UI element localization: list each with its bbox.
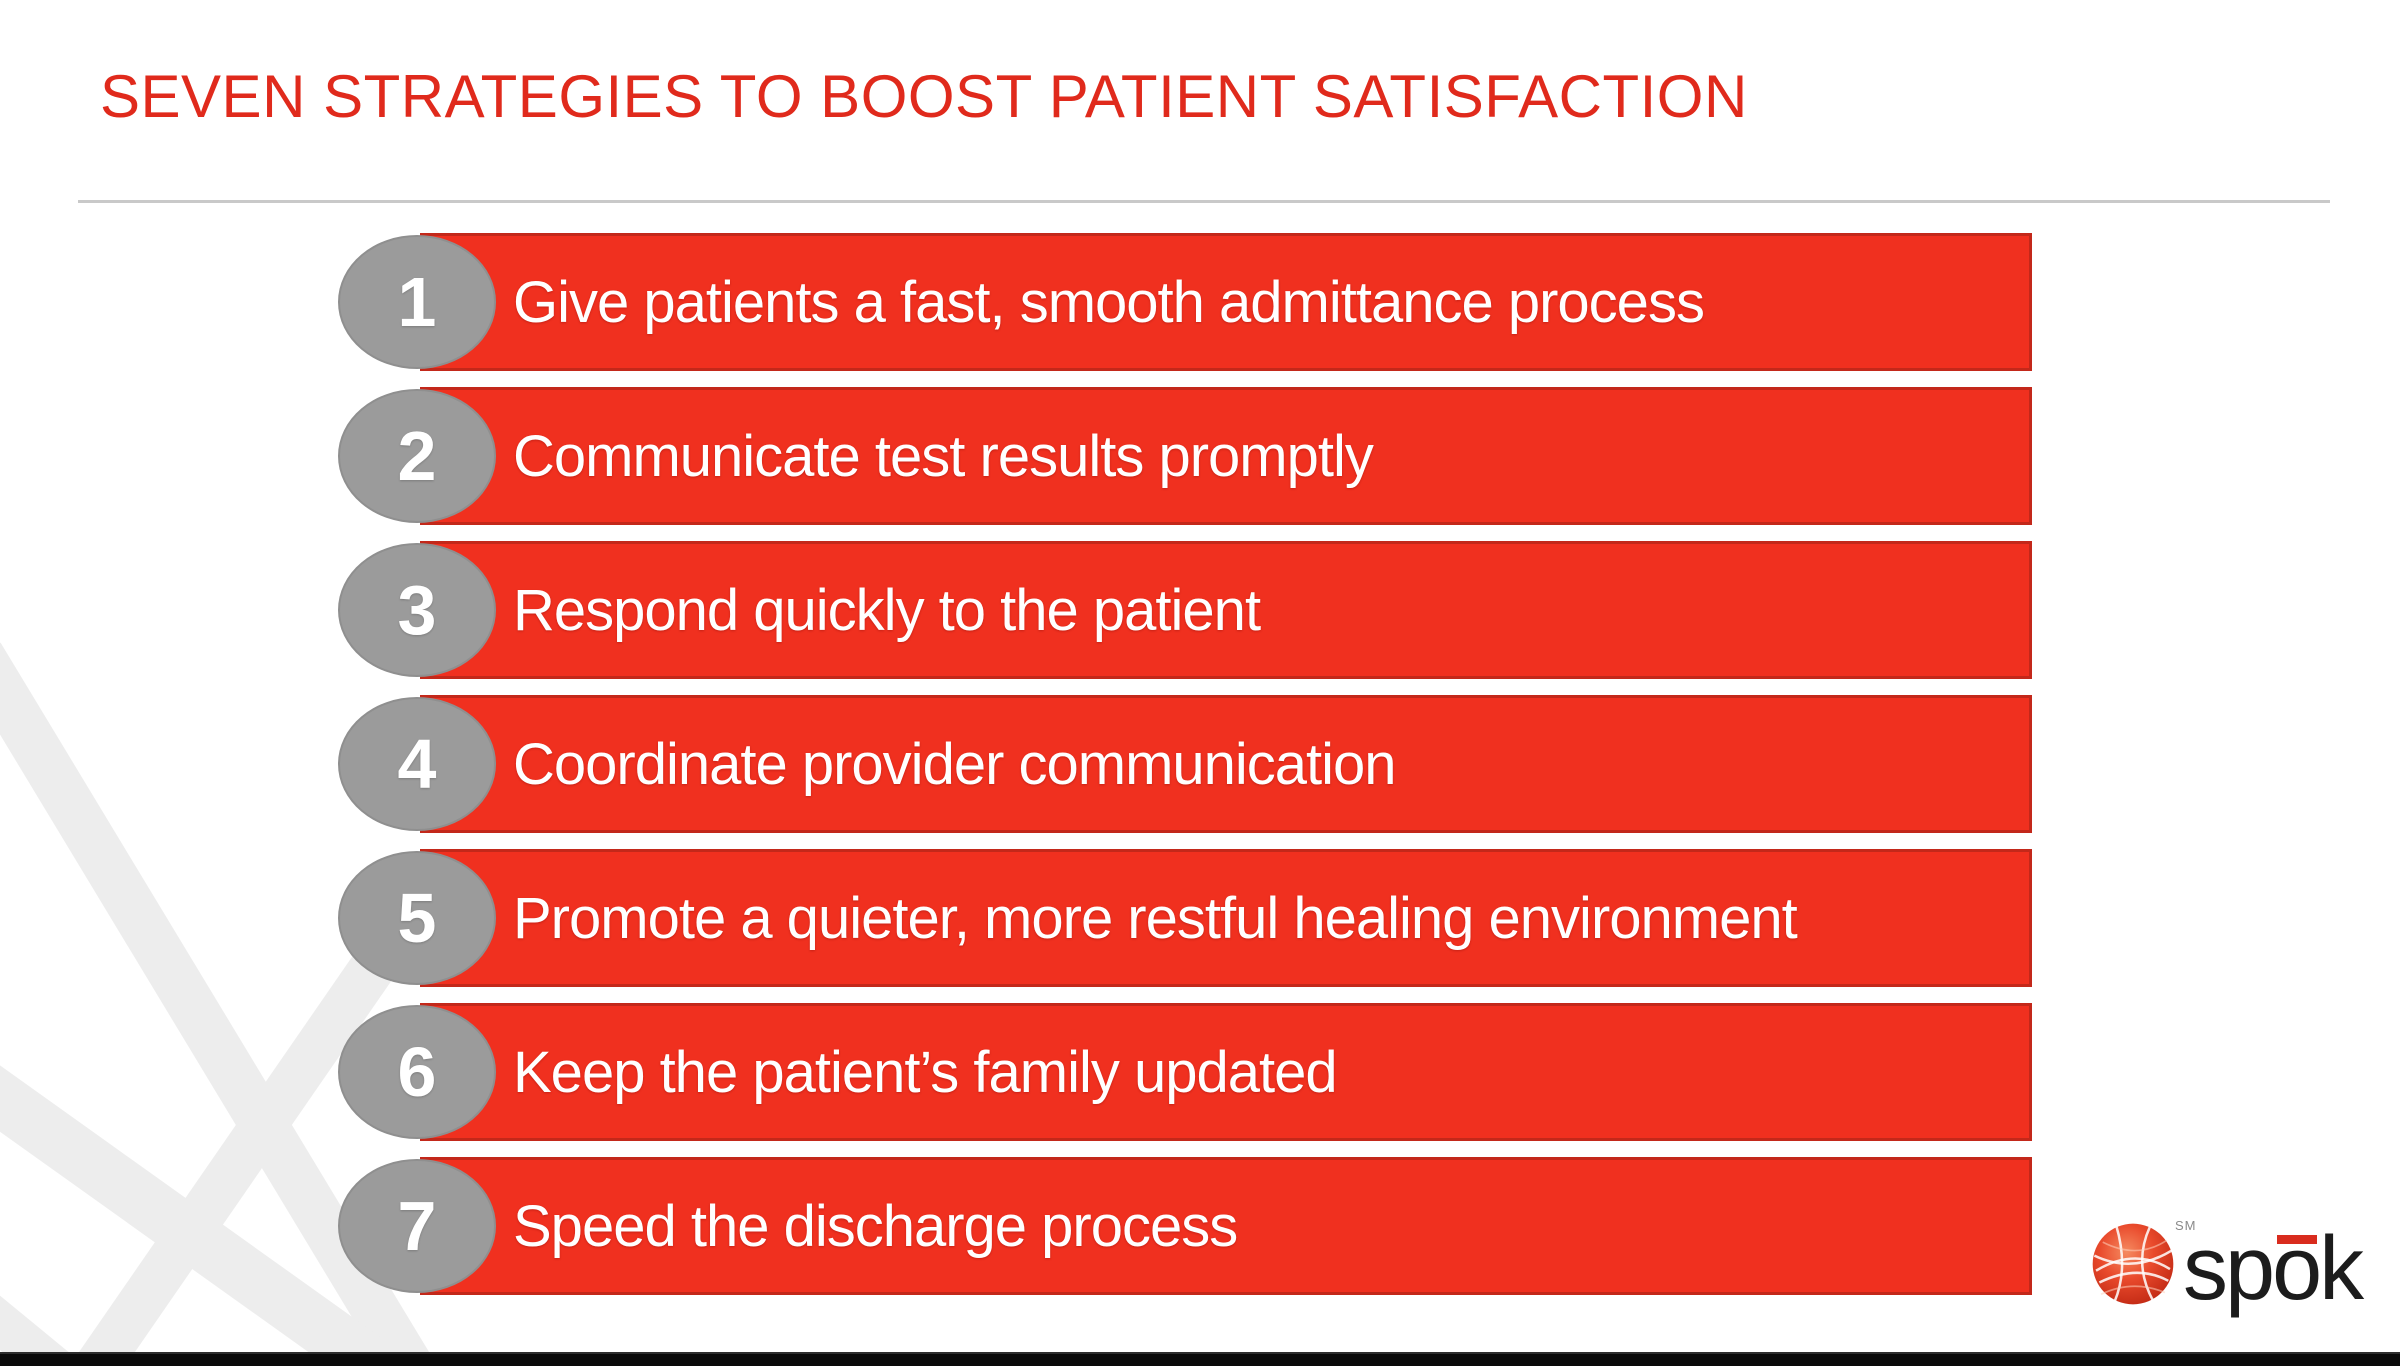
strategy-number-badge: 3 xyxy=(338,543,496,677)
strategy-bar: Promote a quieter, more restful healing … xyxy=(420,849,2032,987)
spok-wordmark-o-wrap: o xyxy=(2272,1224,2322,1314)
strategy-bar: Respond quickly to the patient xyxy=(420,541,2032,679)
strategy-row: 6 Keep the patient’s family updated xyxy=(0,1003,2400,1141)
slide-title: SEVEN STRATEGIES TO BOOST PATIENT SATISF… xyxy=(100,63,1748,130)
strategy-bar: Speed the discharge process xyxy=(420,1157,2032,1295)
strategy-row: 7 Speed the discharge process xyxy=(0,1157,2400,1295)
strategy-number-badge: 5 xyxy=(338,851,496,985)
spok-wordmark-o: o xyxy=(2272,1219,2322,1319)
strategy-number: 1 xyxy=(397,263,437,341)
strategy-bar: Give patients a fast, smooth admittance … xyxy=(420,233,2032,371)
strategy-text: Give patients a fast, smooth admittance … xyxy=(513,269,1705,335)
strategy-bar: Communicate test results promptly xyxy=(420,387,2032,525)
strategy-bar: Coordinate provider communication xyxy=(420,695,2032,833)
strategy-text: Keep the patient’s family updated xyxy=(513,1039,1338,1105)
strategy-number: 4 xyxy=(397,725,437,803)
strategy-number-badge: 4 xyxy=(338,697,496,831)
spok-wordmark-sp: sp xyxy=(2183,1219,2275,1319)
spok-wordmark: sp ok xyxy=(2183,1224,2364,1314)
strategy-number: 2 xyxy=(397,417,437,495)
strategy-row: 3 Respond quickly to the patient xyxy=(0,541,2400,679)
strategy-row: 4 Coordinate provider communication xyxy=(0,695,2400,833)
title-divider-line xyxy=(78,200,2330,203)
strategy-number: 6 xyxy=(397,1033,437,1111)
strategy-number-badge: 6 xyxy=(338,1005,496,1139)
strategy-number: 3 xyxy=(397,571,437,649)
strategy-text: Respond quickly to the patient xyxy=(513,577,1261,643)
spok-globe-icon xyxy=(2092,1223,2174,1305)
strategy-bar: Keep the patient’s family updated xyxy=(420,1003,2032,1141)
strategy-number: 7 xyxy=(397,1187,437,1265)
strategy-number-badge: 1 xyxy=(338,235,496,369)
strategy-text: Promote a quieter, more restful healing … xyxy=(513,885,1798,951)
spok-wordmark-k: k xyxy=(2319,1219,2364,1319)
logo-macron-bar xyxy=(2277,1235,2318,1244)
strategy-number: 5 xyxy=(397,879,437,957)
strategy-row: 1 Give patients a fast, smooth admittanc… xyxy=(0,233,2400,371)
spok-trademark-sm: SM xyxy=(2175,1218,2197,1233)
strategy-number-badge: 7 xyxy=(338,1159,496,1293)
strategy-text: Speed the discharge process xyxy=(513,1193,1238,1259)
strategy-number-badge: 2 xyxy=(338,389,496,523)
strategy-row: 2 Communicate test results promptly xyxy=(0,387,2400,525)
bottom-letterbox-bar xyxy=(0,1352,2400,1366)
strategy-row: 5 Promote a quieter, more restful healin… xyxy=(0,849,2400,987)
strategy-text: Coordinate provider communication xyxy=(513,731,1397,797)
spok-logo: SM sp ok xyxy=(2085,1210,2385,1330)
strategy-text: Communicate test results promptly xyxy=(513,423,1374,489)
